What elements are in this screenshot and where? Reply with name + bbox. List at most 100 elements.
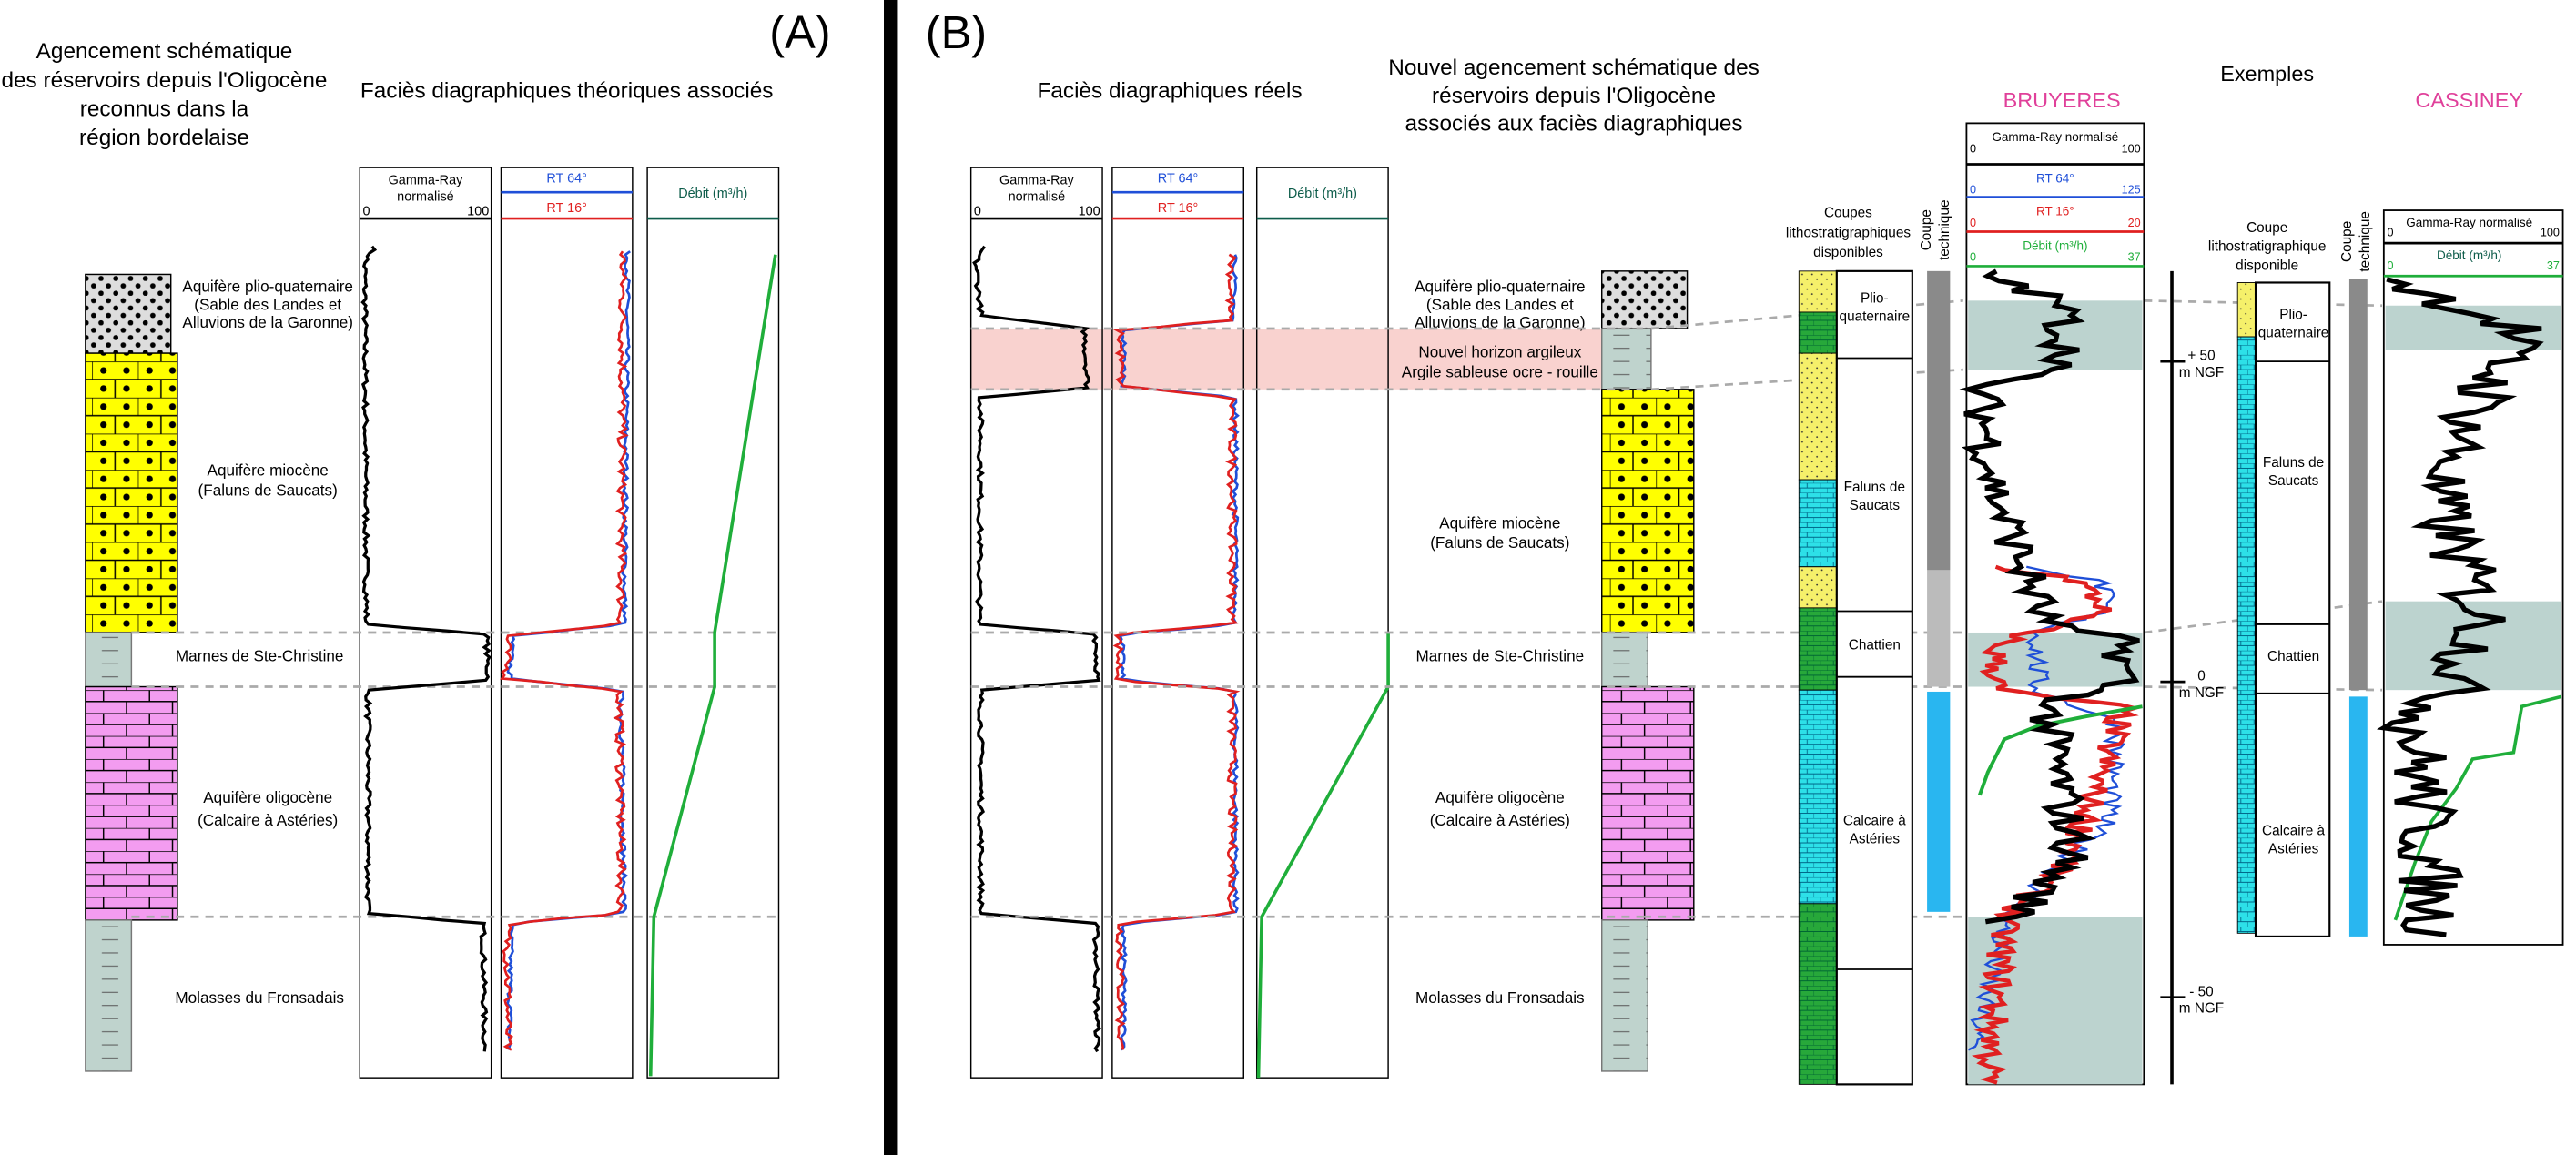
label: lithostratigraphiques xyxy=(1786,225,1912,240)
litho-strip xyxy=(1798,566,1838,609)
correlation-line xyxy=(1650,368,1963,391)
label: Coupe xyxy=(2339,221,2355,262)
label: quaternaire xyxy=(2258,325,2329,340)
label: Aquifère oligocène xyxy=(1435,788,1565,806)
scale-max: 37 xyxy=(2128,251,2141,264)
label: Calcaire à xyxy=(2262,823,2325,838)
panel-subtitle: Faciès diagraphiques théoriques associés xyxy=(360,79,774,104)
label: Aquifère plio-quaternaire xyxy=(182,277,353,295)
label: Aquifère plio-quaternaire xyxy=(1415,277,1586,295)
label: Marnes de Ste-Christine xyxy=(176,647,344,665)
section-title: Exemples xyxy=(2220,62,2314,86)
screen xyxy=(1927,691,1951,912)
label: disponible xyxy=(2236,258,2298,273)
label: RT 64° xyxy=(2036,171,2074,185)
label: Chattien xyxy=(2267,649,2319,664)
label: Chattien xyxy=(1849,637,1901,653)
gamma-ray-curve xyxy=(972,245,1101,1053)
gamma-ray-curve xyxy=(1959,268,2140,925)
label: Alluvions de la Garonne) xyxy=(1415,313,1586,331)
label: Astéries xyxy=(2268,841,2319,856)
label: Aquifère oligocène xyxy=(203,788,332,806)
log-track xyxy=(359,167,492,1079)
litho-strip xyxy=(1798,311,1838,354)
label: Plio- xyxy=(1861,291,1889,307)
label: + 50 xyxy=(2187,349,2215,364)
panel-title: des réservoirs depuis l'Oligocène xyxy=(1,68,327,93)
scale-min: 0 xyxy=(1970,251,1976,264)
scale-max: 100 xyxy=(2541,227,2560,239)
label: Saucats xyxy=(2268,473,2319,489)
scale-min: 0 xyxy=(1970,217,1976,229)
label: Calcaire à xyxy=(1843,814,1906,829)
litho-strip xyxy=(1798,479,1838,568)
log-track xyxy=(1255,167,1389,1079)
label: RT 16° xyxy=(2036,204,2074,218)
log-track xyxy=(500,167,634,1079)
debit-curve xyxy=(648,254,777,1077)
scale-min: 0 xyxy=(1970,184,1976,197)
label: RT 16° xyxy=(546,201,587,216)
lithology-clay xyxy=(1601,328,1652,390)
label: Débit (m³/h) xyxy=(1288,187,1357,201)
rt64-curve xyxy=(506,250,631,1050)
label: Gamma-Ray normalisé xyxy=(1992,130,2118,144)
panel-title: reconnus dans la xyxy=(80,96,249,121)
label: Aquifère miocène xyxy=(1439,513,1560,532)
label: (Calcaire à Astéries) xyxy=(1430,811,1570,829)
panel-subtitle: Faciès diagraphiques réels xyxy=(1037,79,1302,104)
label: Astéries xyxy=(1850,831,1901,846)
lithology-oligocene xyxy=(85,685,178,921)
label: Aquifère miocène xyxy=(208,461,329,480)
label: Nouvel horizon argileux xyxy=(1418,343,1581,361)
label: disponibles xyxy=(1813,245,1883,260)
rt64-curve xyxy=(1967,565,2126,1051)
litho-strip xyxy=(1798,352,1838,481)
lithology-molasse xyxy=(1601,919,1648,1072)
rt16-curve xyxy=(1112,253,1241,1050)
log-track xyxy=(1111,167,1244,1079)
scale-max: 100 xyxy=(1079,205,1100,219)
scale-max: 37 xyxy=(2547,259,2560,272)
lithology-plio xyxy=(85,273,172,354)
rt16-curve xyxy=(1971,564,2142,1085)
panel-title: région bordelaise xyxy=(79,126,249,150)
log-track xyxy=(969,167,1103,1079)
label: Molasses du Fronsadais xyxy=(175,988,344,1007)
label: (Calcaire à Astéries) xyxy=(198,811,338,829)
panel-label: (B) xyxy=(926,6,987,58)
scale-max: 20 xyxy=(2128,217,2141,229)
label: lithostratigraphique xyxy=(2208,239,2327,255)
label: Coupe xyxy=(1919,209,1934,250)
label: m NGF xyxy=(2179,365,2224,380)
lithology-molasse xyxy=(85,919,133,1072)
label: RT 64° xyxy=(546,172,587,187)
lithology-miocene xyxy=(1601,389,1695,633)
label: Coupes xyxy=(1824,206,1872,221)
scale-min: 0 xyxy=(974,205,981,219)
lithology-oligocene xyxy=(1601,685,1695,921)
gamma-ray-curve xyxy=(360,245,492,1052)
litho-strip xyxy=(1798,270,1838,313)
label: Coupe xyxy=(2246,220,2287,236)
label: (Sable des Landes et xyxy=(1426,295,1574,313)
label: Gamma-Ray xyxy=(999,173,1075,187)
label: Saucats xyxy=(1850,498,1901,513)
panel-title: Agencement schématique xyxy=(36,39,293,64)
litho-strip xyxy=(2236,336,2257,934)
label: m NGF xyxy=(2179,685,2224,701)
label: Gamma-Ray xyxy=(389,173,464,187)
debit-curve xyxy=(1256,632,1390,1079)
casing xyxy=(1927,570,1951,687)
debit-curve xyxy=(1977,704,2143,796)
label: Argile sableuse ocre - rouille xyxy=(1402,362,1598,380)
label: Gamma-Ray normalisé xyxy=(2406,216,2532,229)
scale-max: 125 xyxy=(2122,184,2141,197)
label: (Faluns de Saucats) xyxy=(1430,533,1569,552)
panel-divider xyxy=(884,0,898,1155)
litho-strip xyxy=(2236,282,2257,338)
label: (Faluns de Saucats) xyxy=(198,481,338,499)
litho-strip xyxy=(1798,607,1838,691)
lithology-marne xyxy=(1601,632,1648,688)
